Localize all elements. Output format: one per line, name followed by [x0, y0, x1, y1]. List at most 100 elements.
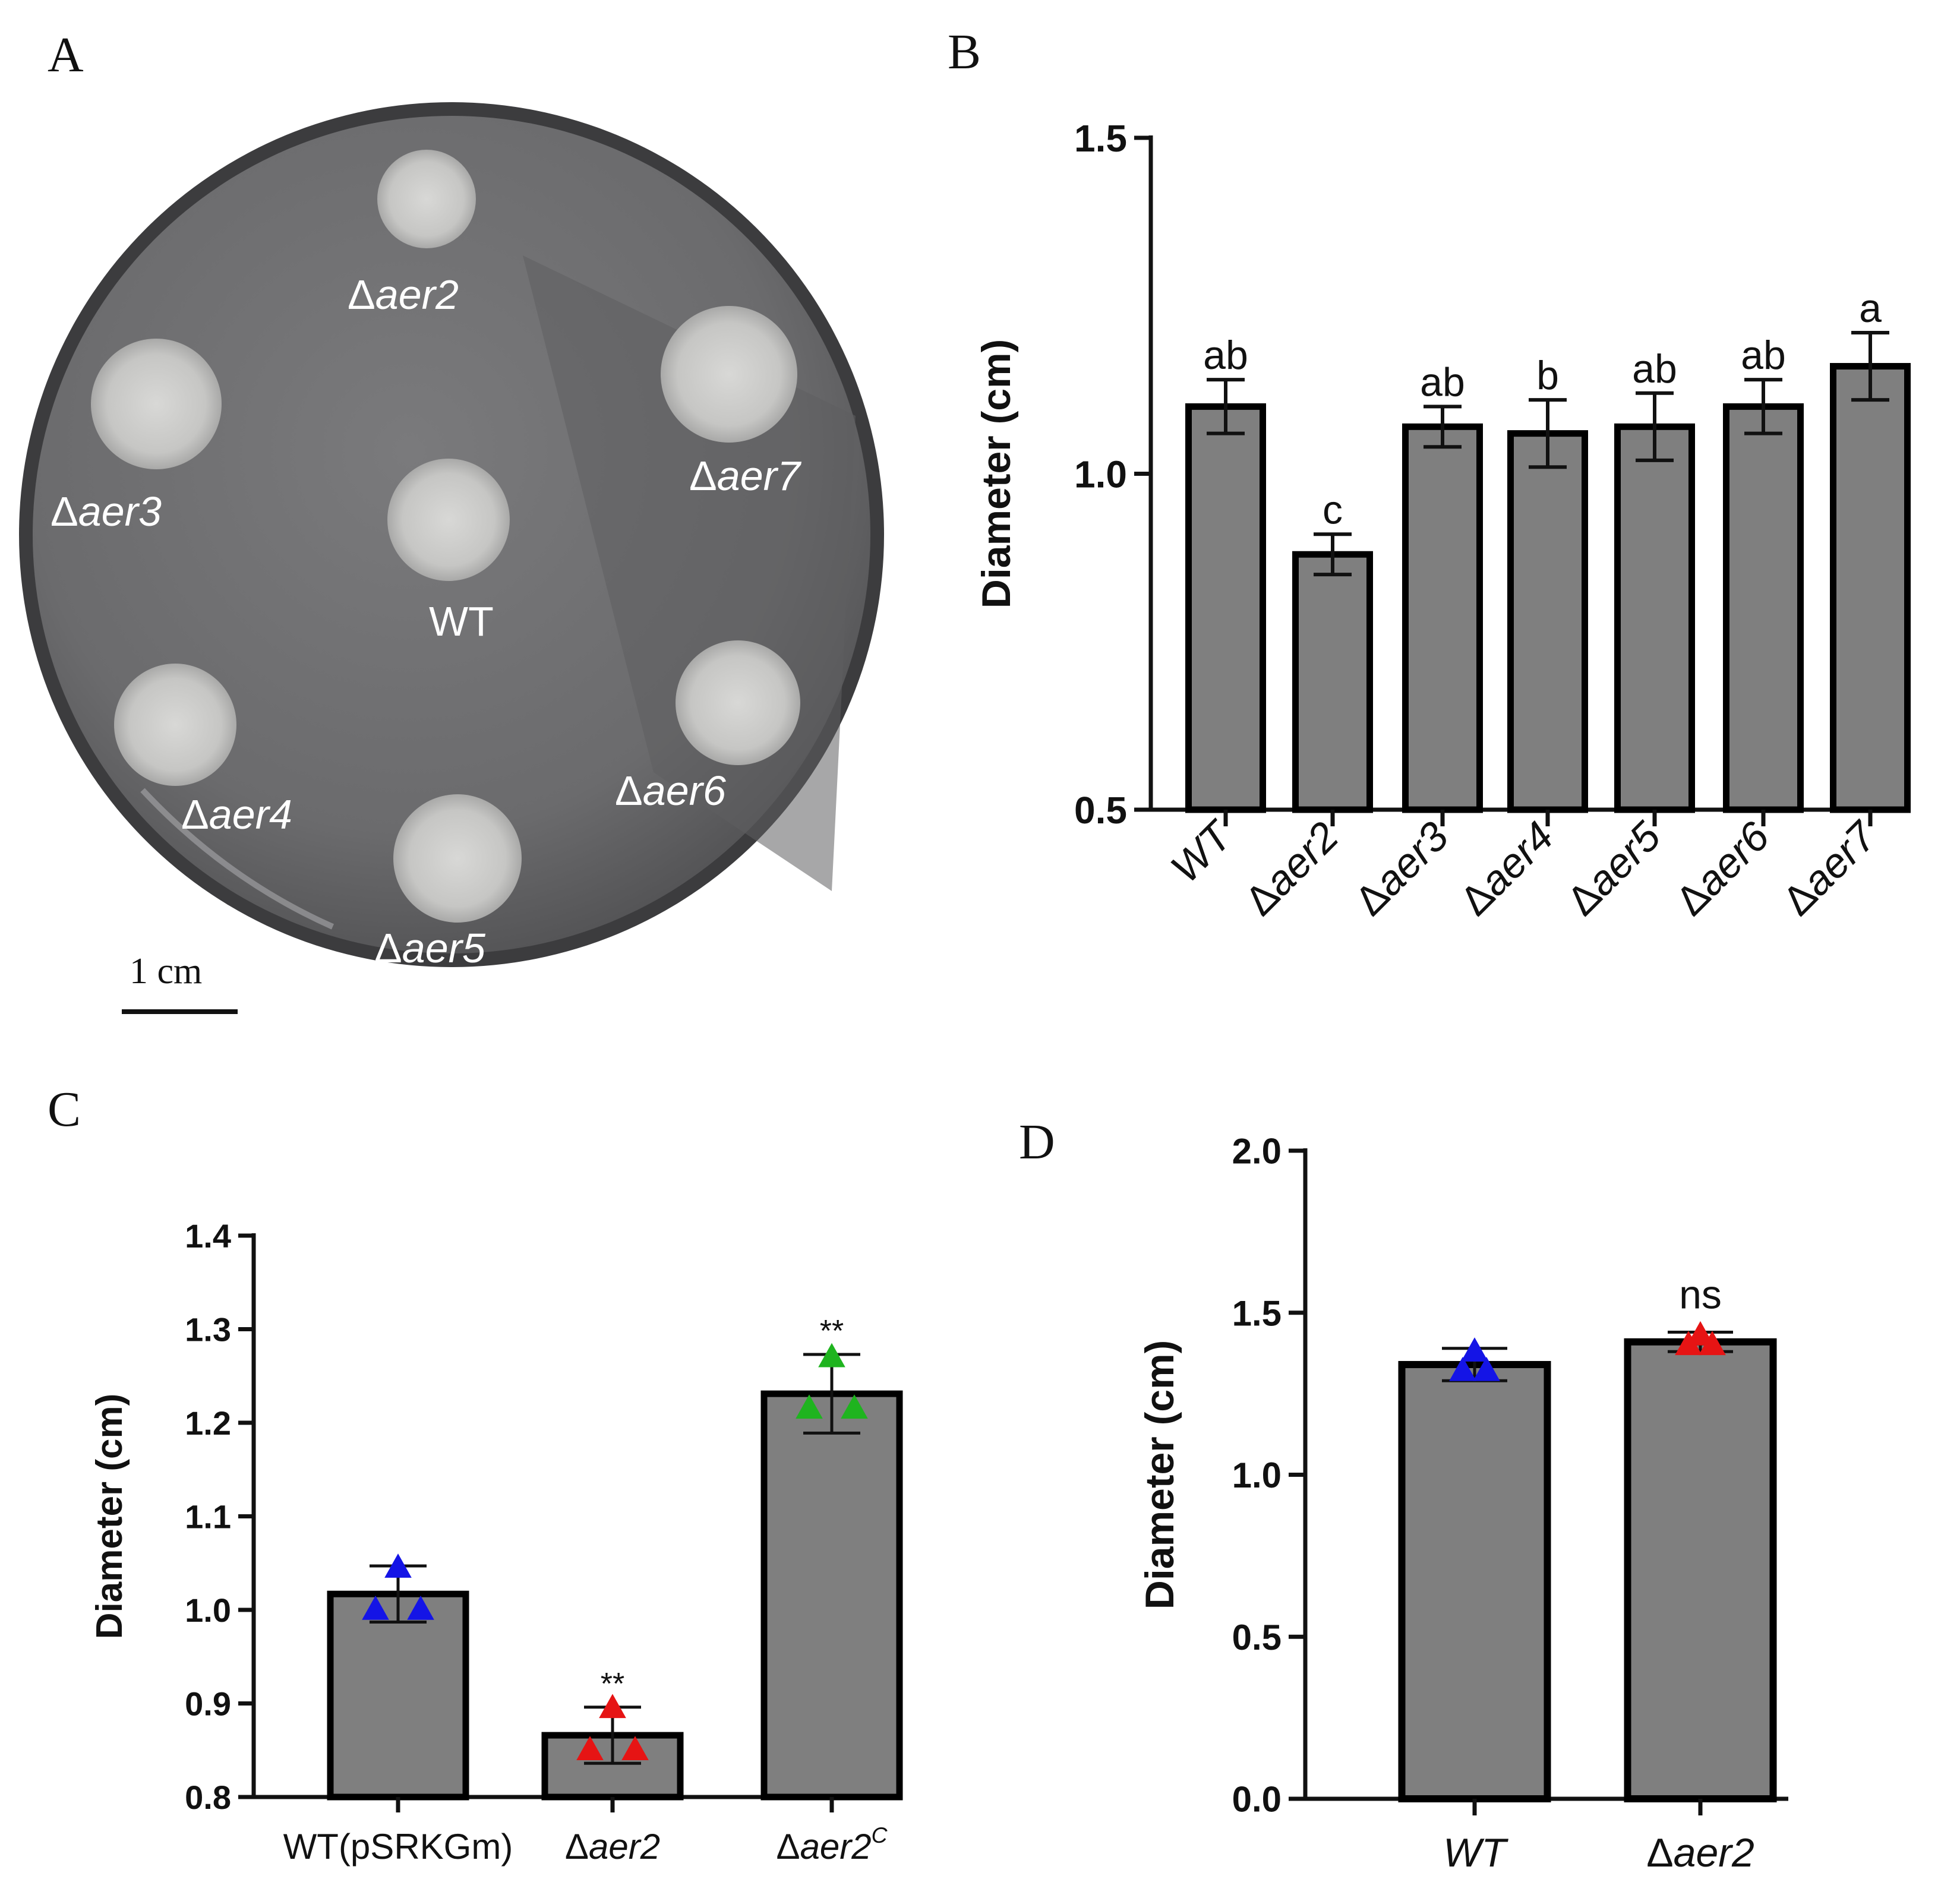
colony-wt [387, 459, 510, 581]
bar [1185, 403, 1266, 813]
label-part: aer2 [800, 1827, 872, 1867]
colony-aer6 [676, 640, 800, 765]
x-tick-label: Δaer4 [1451, 813, 1562, 924]
plate-label-aer7: Δaer7 [689, 453, 802, 499]
data-point [599, 1694, 626, 1719]
label-part: Δ [1646, 1830, 1673, 1875]
bar [1723, 403, 1804, 813]
label-part: Δ [565, 1827, 589, 1867]
plate-label-aer2: Δaer2 [348, 271, 459, 318]
data-point [1461, 1337, 1488, 1362]
y-tick-label: 1.0 [1232, 1455, 1282, 1495]
label-part: WT [1162, 811, 1242, 891]
data-point [1473, 1356, 1500, 1381]
scale-bar-label: 1 cm [130, 951, 202, 991]
bar [1402, 423, 1483, 813]
plate-label-wt: WT [429, 598, 494, 645]
panel-d-letter: D [1019, 1114, 1055, 1170]
significance-label: ab [1203, 333, 1248, 378]
bar [1614, 423, 1695, 813]
colony-aer2 [377, 150, 476, 248]
label-part: aer2 [589, 1827, 660, 1867]
colony-aer3 [91, 339, 222, 469]
bar [327, 1590, 469, 1801]
data-point [1699, 1331, 1726, 1356]
y-tick-label: 0.5 [1074, 789, 1127, 832]
plate-reflection [140, 788, 334, 930]
data-point [407, 1596, 434, 1620]
data-point [362, 1596, 389, 1620]
y-tick-label: 1.1 [185, 1498, 231, 1536]
plate-label-aer5: Δaer5 [374, 925, 486, 971]
significance-label: ** [601, 1667, 624, 1701]
data-point [621, 1736, 649, 1761]
significance-label: c [1323, 487, 1343, 532]
y-tick-label: 0.5 [1232, 1618, 1282, 1657]
significance-label: ** [820, 1314, 844, 1349]
label-part: C [872, 1823, 888, 1848]
x-tick-label: Δaer2C [776, 1823, 888, 1867]
y-axis-label: Diameter (cm) [974, 339, 1019, 609]
x-tick-label: Δaer5 [1558, 813, 1669, 924]
y-tick-label: 1.4 [185, 1217, 231, 1255]
colony-aer7 [661, 306, 797, 443]
chart-c: 0.8 0.9 1.0 1.1 1.2 1.3 1.4 Diameter (cm) WT(pSR… [89, 1217, 903, 1867]
significance-label: ab [1420, 359, 1465, 405]
x-tick-label: WT(pSRKGm) [283, 1827, 513, 1867]
y-axis-label: Diameter (cm) [1137, 1340, 1182, 1610]
plate-label-aer3: Δaer3 [51, 488, 162, 535]
panel-b-letter: B [948, 24, 981, 80]
significance-label: b [1536, 353, 1559, 398]
data-point [1675, 1331, 1702, 1356]
x-tick-label: Δaer2 [1236, 813, 1347, 924]
data-point [1449, 1356, 1476, 1381]
data-point [1687, 1321, 1714, 1346]
significance-label: ab [1632, 346, 1677, 391]
significance-label: a [1859, 286, 1882, 331]
x-tick-label: Δaer2 [565, 1827, 660, 1867]
significance-label: ns [1679, 1272, 1722, 1317]
y-tick-label: 1.2 [185, 1404, 231, 1442]
panel-a-letter: A [48, 27, 84, 83]
bar [1830, 363, 1911, 813]
data-point [841, 1394, 868, 1419]
panel-c-letter: C [48, 1082, 81, 1137]
data-point [818, 1343, 845, 1368]
significance-label: ab [1741, 333, 1786, 378]
y-axis-label: Diameter (cm) [89, 1394, 130, 1639]
y-tick-label: 0.9 [185, 1685, 231, 1723]
colony-aer5 [393, 794, 522, 923]
x-tick-label: WT [1162, 811, 1242, 891]
plate-label-aer4: Δaer4 [181, 791, 292, 838]
y-tick-label: 1.5 [1232, 1293, 1282, 1333]
y-tick-label: 1.0 [1074, 453, 1127, 496]
y-tick-label: 1.3 [185, 1311, 231, 1349]
chart-b: 0.5 1.0 1.5 Diameter (cm) ab WT c Δaer2 ab Δaer3 b… [974, 117, 1911, 924]
bar [1398, 1361, 1551, 1802]
data-point [576, 1736, 604, 1761]
x-tick-label: Δaer3 [1346, 813, 1457, 924]
bar [1292, 551, 1373, 813]
colony-aer4 [114, 664, 236, 786]
label-part: WT(pSRKGm) [283, 1827, 513, 1867]
y-tick-label: 2.0 [1232, 1132, 1282, 1171]
bar [1507, 430, 1588, 813]
y-tick-label: 0.8 [185, 1779, 231, 1816]
x-tick-label: Δaer2 [1646, 1830, 1754, 1875]
x-tick-label: Δaer7 [1773, 811, 1886, 924]
plate-label-aer6: Δaer6 [615, 768, 726, 814]
y-tick-label: 0.0 [1232, 1780, 1282, 1820]
chart-d: 0.0 0.5 1.0 1.5 2.0 Diameter (cm) WT ns Δaer2 [1137, 1132, 1788, 1875]
label-part: Δ [776, 1827, 800, 1867]
bar [760, 1390, 903, 1801]
x-tick-label: Δaer6 [1667, 813, 1778, 924]
data-point [796, 1394, 823, 1419]
y-tick-label: 1.5 [1074, 117, 1127, 160]
label-part: aer2 [1674, 1830, 1754, 1875]
petri-dish-photo: Δaer2 Δaer3 Δaer7 WT Δaer4 Δaer6 Δaer5 [19, 102, 884, 971]
data-point [384, 1553, 412, 1578]
y-tick-label: 1.0 [185, 1591, 231, 1629]
bar [1624, 1338, 1777, 1802]
x-tick-label: WT [1443, 1830, 1508, 1875]
